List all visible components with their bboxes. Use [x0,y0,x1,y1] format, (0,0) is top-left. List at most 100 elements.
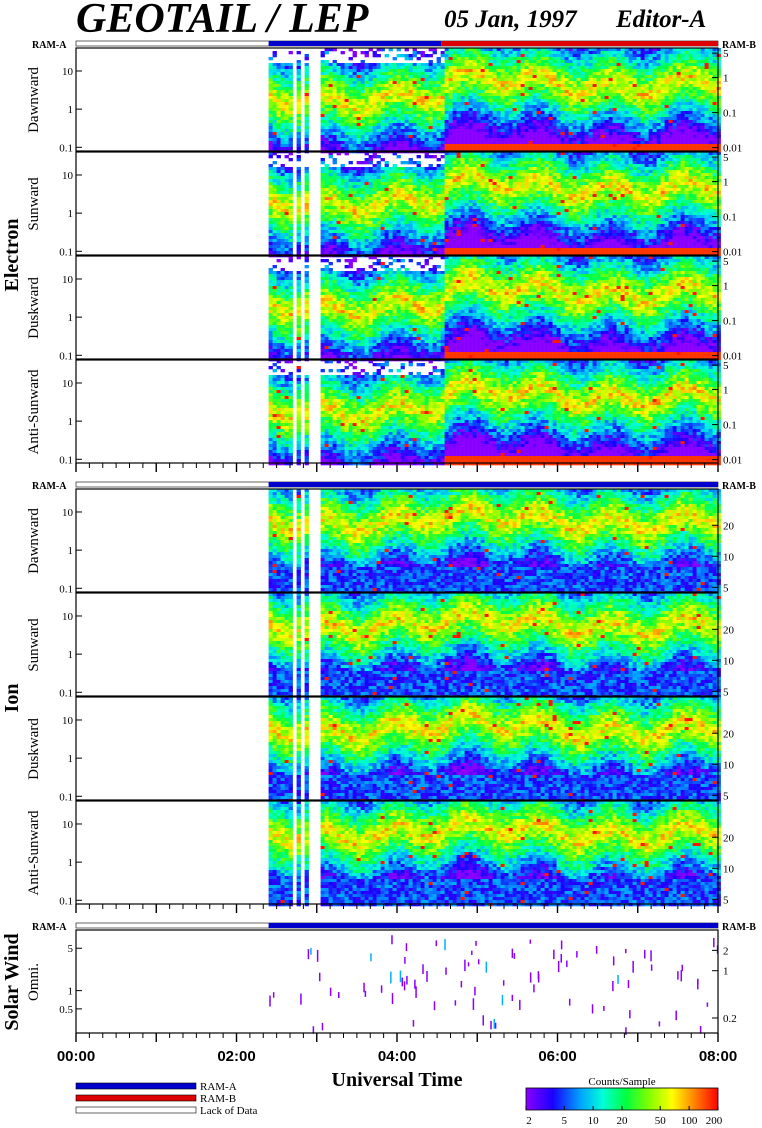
p4-right-tick-0: 5 [723,582,729,594]
legend-swatch-ram-a [76,1083,196,1089]
p6-right-tick-2: 20 [723,728,735,740]
p4-left-tick-2: 10 [62,507,74,519]
p3-left-tick-2: 10 [62,378,74,390]
geotail-lep-spectrogram: GEOTAIL / LEP 05 Jan, 1997 Editor-A RAM-… [0,0,762,1128]
colorbar-title: Counts/Sample [588,1076,655,1088]
panel-ion-dawnward [76,489,721,594]
p3-right-tick-1: 0.1 [723,420,737,432]
panel-label-ion-anti-sunward: Anti-Sunward [26,810,42,895]
x-tick-label-0: 00:00 [57,1048,95,1065]
p6-right-tick-1: 10 [723,759,735,771]
sw-right-tick-2: 2 [723,945,729,957]
p5-left-tick-0: 0.1 [59,687,73,699]
panel-label-ion-dawnward: Dawnward [26,508,42,574]
panel-electron-duskward [76,256,721,361]
p2-right-tick-1: 0.1 [723,316,737,328]
p7-left-tick-2: 10 [62,819,74,831]
p0-right-tick-3: 5 [723,48,729,60]
group-label-solar-wind: Solar Wind [1,933,23,1030]
mode-bar-ram-a-2 [269,923,718,928]
p6-left-tick-0: 0.1 [59,791,73,803]
mode-label-sw-ram-b: RAM-B [722,922,756,933]
mode-label-sw-ram-a: RAM-A [32,922,67,933]
p2-right-tick-3: 5 [723,256,729,268]
chart-date: 05 Jan, 1997 [444,6,578,33]
legend-label-ram-a: RAM-A [200,1081,237,1093]
panel-label-solar-wind-omni: Omni. [26,963,42,1001]
panel-ion-duskward [76,697,721,802]
colorbar-tick-6: 200 [706,1115,723,1127]
p7-right-tick-2: 20 [723,832,735,844]
p5-left-tick-1: 1 [68,649,74,661]
p4-right-tick-2: 20 [723,520,735,532]
colorbar-tick-0: 2 [526,1115,532,1127]
panel-ion-sunward [76,593,721,698]
colorbar-tick-1: 5 [561,1115,567,1127]
p3-right-tick-0: 0.01 [723,455,742,467]
p0-right-tick-1: 0.1 [723,108,737,120]
panel-electron-dawnward [76,48,721,153]
mode-label-electron-ram-a: RAM-A [32,40,67,51]
legend-swatch-lack-of-data [76,1107,196,1113]
sw-right-tick-1: 1 [723,966,729,978]
legend-swatch-ram-b [76,1095,196,1101]
mode-label-ion-ram-b: RAM-B [722,481,756,492]
p7-left-tick-0: 0.1 [59,895,73,907]
sw-left-tick-0: 0.5 [59,1004,73,1016]
p1-left-tick-0: 0.1 [59,246,73,258]
p5-right-tick-0: 5 [723,686,729,698]
p4-left-tick-1: 1 [68,545,74,557]
p1-left-tick-1: 1 [68,208,74,220]
p2-left-tick-2: 10 [62,274,74,286]
x-axis-title: Universal Time [332,1069,463,1091]
chart-editor: Editor-A [615,6,706,33]
p4-left-tick-0: 0.1 [59,583,73,595]
p1-right-tick-2: 1 [723,177,729,189]
p2-right-tick-2: 1 [723,281,729,293]
p0-right-tick-2: 1 [723,73,729,85]
panel-label-electron-sunward: Sunward [26,177,42,231]
chart-title: GEOTAIL / LEP [76,0,369,42]
p5-left-tick-2: 10 [62,611,74,623]
p6-right-tick-0: 5 [723,790,729,802]
panel-label-electron-dawnward: Dawnward [26,67,42,133]
p4-right-tick-1: 10 [723,551,735,563]
p7-right-tick-0: 5 [723,894,729,906]
p0-left-tick-1: 1 [68,104,74,116]
mode-bar-ram-a-0 [269,41,442,46]
p1-right-tick-3: 5 [723,152,729,164]
mode-bar-ram-b-0 [441,41,718,46]
p6-left-tick-2: 10 [62,715,74,727]
sw-left-tick-1: 1 [68,986,74,998]
legend-label-lack-of-data: Lack of Data [200,1105,258,1117]
panel-solar-wind-omni [76,930,718,1035]
panel-ion-anti-sunward [76,801,721,906]
sw-right-tick-0: 0.2 [723,1013,737,1025]
p5-right-tick-2: 20 [723,624,735,636]
group-label-ion: Ion [1,684,23,713]
p0-left-tick-0: 0.1 [59,142,73,154]
x-tick-label-2: 04:00 [378,1048,416,1065]
group-label-electron: Electron [1,219,23,292]
panel-electron-anti-sunward [76,360,721,465]
panel-label-ion-duskward: Duskward [26,718,42,780]
p7-left-tick-1: 1 [68,857,74,869]
colorbar-tick-3: 20 [617,1115,629,1127]
p3-left-tick-0: 0.1 [59,454,73,466]
p1-left-tick-2: 10 [62,170,74,182]
p0-left-tick-2: 10 [62,66,74,78]
x-tick-label-1: 02:00 [217,1048,255,1065]
colorbar: Counts/Sample 2 5 10 20 50 100 200 [526,1076,723,1127]
panel-label-ion-sunward: Sunward [26,618,42,672]
mode-bar-ram-a-1 [269,482,718,487]
p7-right-tick-1: 10 [723,863,735,875]
legend: RAM-A RAM-B Lack of Data [76,1081,258,1117]
p6-left-tick-1: 1 [68,753,74,765]
p3-right-tick-3: 5 [723,360,729,372]
mode-label-ion-ram-a: RAM-A [32,481,67,492]
p2-left-tick-0: 0.1 [59,350,73,362]
p3-right-tick-2: 1 [723,385,729,397]
p3-left-tick-1: 1 [68,416,74,428]
p2-left-tick-1: 1 [68,312,74,324]
sw-left-tick-2: 5 [68,943,74,955]
